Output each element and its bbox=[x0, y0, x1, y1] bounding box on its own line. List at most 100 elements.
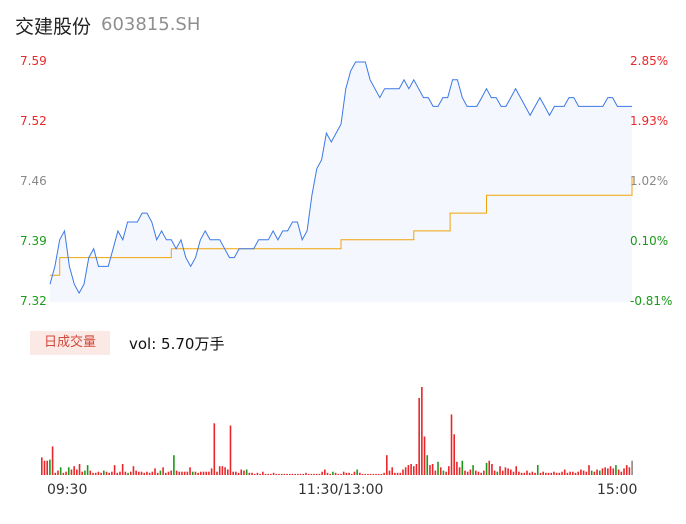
volume-bar bbox=[461, 460, 464, 475]
volume-bar bbox=[377, 473, 380, 475]
volume-bar bbox=[545, 472, 547, 475]
volume-bar bbox=[507, 468, 509, 475]
volume-bar bbox=[423, 436, 426, 475]
volume-bar bbox=[205, 471, 208, 475]
volume-bar bbox=[146, 471, 148, 475]
volume-bar bbox=[302, 473, 305, 475]
volume-bar bbox=[518, 471, 520, 475]
volume-bar bbox=[491, 464, 493, 475]
volume-bar bbox=[439, 467, 442, 475]
stock-name: 交建股份 bbox=[15, 16, 92, 38]
volume-bar bbox=[539, 472, 542, 475]
volume-bar bbox=[318, 473, 321, 475]
volume-bar bbox=[369, 473, 372, 475]
volume-bar bbox=[46, 460, 48, 475]
volume-bar bbox=[186, 471, 189, 475]
volume-bar bbox=[563, 469, 566, 475]
volume-bar bbox=[601, 468, 604, 475]
volume-bar bbox=[167, 471, 170, 475]
volume-bar bbox=[140, 471, 143, 475]
volume-bar bbox=[108, 472, 110, 475]
volume-bar bbox=[582, 470, 585, 475]
volume-bar bbox=[477, 471, 480, 475]
volume-bar bbox=[448, 466, 450, 475]
volume-bar bbox=[572, 471, 574, 475]
volume-bar bbox=[129, 471, 132, 475]
volume-bar bbox=[237, 472, 240, 475]
volume-bar bbox=[534, 472, 536, 475]
volume-bar bbox=[566, 472, 569, 475]
volume-bar bbox=[226, 469, 229, 475]
volume-bar bbox=[305, 472, 307, 475]
volume-bar bbox=[375, 473, 377, 475]
y-tick-left-4: 7.32 bbox=[20, 294, 47, 308]
y-tick-left-3: 7.39 bbox=[20, 234, 47, 248]
volume-bar bbox=[345, 472, 348, 475]
volume-readout: vol: 5.70万手 bbox=[129, 335, 225, 353]
volume-bar bbox=[337, 473, 340, 475]
volume-bar bbox=[229, 425, 232, 475]
volume-bar bbox=[181, 471, 183, 475]
volume-bar bbox=[127, 472, 129, 475]
volume-bar bbox=[580, 469, 582, 475]
volume-bar bbox=[307, 473, 310, 475]
x-tick-midday: 11:30/13:00 bbox=[298, 482, 384, 498]
volume-bar bbox=[450, 414, 453, 475]
volume-bar bbox=[520, 472, 523, 475]
volume-bar bbox=[612, 468, 615, 475]
volume-bar bbox=[334, 472, 337, 475]
volume-bar bbox=[156, 472, 159, 475]
volume-bar bbox=[232, 471, 234, 475]
y-tick-right-2: 1.02% bbox=[630, 174, 669, 188]
volume-bar bbox=[259, 473, 261, 475]
volume-bar bbox=[485, 462, 488, 475]
volume-bar bbox=[272, 472, 275, 475]
x-tick-close: 15:00 bbox=[597, 482, 638, 498]
volume-bar bbox=[138, 471, 140, 475]
volume-bar bbox=[170, 470, 172, 475]
volume-bar bbox=[191, 471, 194, 475]
volume-bar bbox=[348, 472, 350, 475]
volume-bar bbox=[224, 467, 226, 475]
volume-bar bbox=[596, 469, 598, 475]
volume-bar bbox=[399, 472, 402, 475]
volume-bar bbox=[474, 470, 477, 475]
volume-bar bbox=[280, 473, 283, 475]
volume-bar bbox=[350, 473, 353, 475]
volume-bar bbox=[70, 469, 73, 475]
volume-bar bbox=[558, 472, 561, 475]
volume-bar bbox=[412, 466, 415, 475]
volume-bar bbox=[235, 471, 237, 475]
volume-bar bbox=[340, 473, 342, 475]
volume-bar bbox=[148, 472, 151, 475]
volume-bar bbox=[119, 471, 121, 475]
volume-bar bbox=[116, 472, 119, 475]
volume-bar bbox=[324, 469, 326, 475]
volume-bar bbox=[590, 470, 593, 475]
volume-bar bbox=[574, 472, 577, 475]
volume-bar bbox=[256, 472, 259, 475]
stock-code: 603815.SH bbox=[101, 14, 201, 35]
volume-bar bbox=[577, 471, 579, 475]
volume-bar bbox=[501, 470, 504, 475]
volume-bar bbox=[243, 470, 245, 475]
volume-bar bbox=[248, 472, 251, 475]
volume-bar bbox=[297, 473, 299, 475]
volume-bar bbox=[569, 471, 571, 475]
volume-bar bbox=[456, 461, 458, 475]
volume-bar bbox=[315, 473, 318, 475]
volume-bar bbox=[607, 468, 609, 475]
volume-bar bbox=[286, 473, 288, 475]
volume-bar bbox=[609, 466, 612, 475]
price-chart bbox=[49, 61, 633, 302]
volume-bar bbox=[111, 471, 113, 475]
volume-bar bbox=[437, 461, 439, 475]
volume-bar bbox=[442, 470, 445, 475]
volume-bar bbox=[288, 473, 291, 475]
volume-bar bbox=[469, 469, 472, 475]
volume-bar bbox=[332, 471, 334, 475]
volume-bar bbox=[245, 469, 248, 475]
volume-bar bbox=[472, 465, 474, 475]
daily-volume-badge: 日成交量 bbox=[30, 331, 110, 355]
volume-bar bbox=[178, 471, 181, 475]
